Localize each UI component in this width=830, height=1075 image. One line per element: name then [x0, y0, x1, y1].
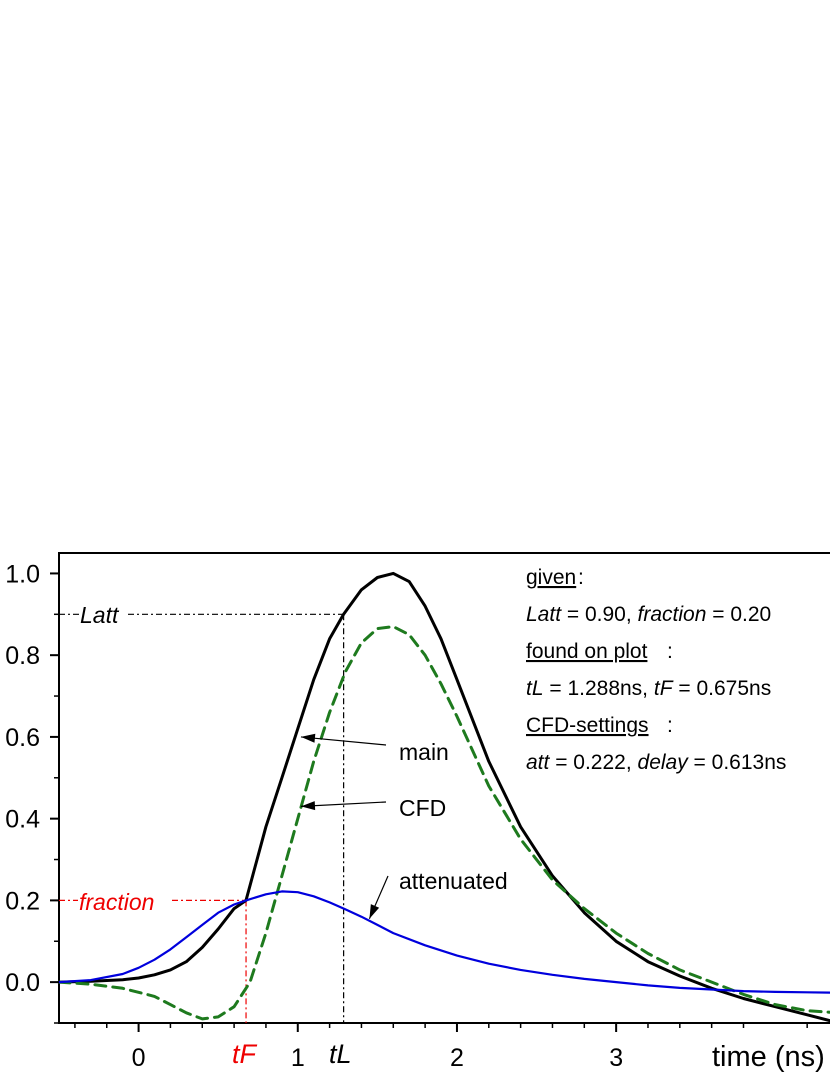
cfd-heading: CFD-settings — [526, 714, 649, 737]
y-tick-label: 0.8 — [5, 642, 40, 670]
found-colon: : — [667, 640, 673, 663]
series-line-attenuated — [57, 890, 830, 994]
curve-annotations: main CFD attenuated — [300, 733, 508, 920]
y-tick-label: 0.0 — [5, 969, 40, 997]
latt-label: Latt — [80, 602, 120, 628]
reference-lines — [59, 613, 345, 1023]
tl-marker-label: tL — [329, 1039, 352, 1069]
series-line-cfd — [57, 625, 830, 1021]
arrow-line — [300, 736, 387, 746]
arrow-head — [300, 801, 316, 811]
given-line: Latt = 0.90, fraction = 0.20 — [526, 603, 771, 626]
x-axis-label: time (ns) — [712, 1041, 825, 1073]
plot-frame — [58, 552, 830, 1024]
arrow-head — [300, 733, 316, 743]
found-line: tL = 1.288ns, tF = 0.675ns — [526, 677, 771, 700]
cfd-line: att = 0.222, delay = 0.613ns — [526, 751, 786, 774]
found-heading: found on plot — [526, 640, 648, 663]
x-tick-label: 1 — [291, 1044, 305, 1072]
y-axis: 0.0 0.2 0.4 0.6 0.8 1.0 — [5, 560, 59, 1024]
y-tick-label: 0.6 — [5, 724, 40, 752]
series-layer — [57, 571, 830, 1023]
given-colon: : — [578, 566, 584, 589]
y-tick-label: 0.4 — [5, 806, 40, 834]
arrow-head — [369, 904, 380, 919]
x-tick-label: 0 — [132, 1044, 146, 1072]
series-line-main — [57, 571, 830, 1023]
cfd-curve-label: CFD — [399, 795, 446, 821]
x-axis: 0 1 2 3 — [74, 1023, 808, 1072]
fraction-label: fraction — [79, 889, 154, 915]
x-tick-label: 2 — [450, 1044, 464, 1072]
attenuated-curve-label: attenuated — [399, 868, 508, 894]
tf-marker-label: tF — [232, 1039, 258, 1069]
arrow-line — [300, 801, 387, 807]
y-tick-label: 0.2 — [5, 887, 40, 915]
main-curve-label: main — [399, 739, 449, 765]
y-tick-label: 1.0 — [5, 560, 40, 588]
cfd-colon: : — [667, 714, 673, 737]
info-box: given : Latt = 0.90, fraction = 0.20 fou… — [526, 566, 786, 774]
x-tick-label: 3 — [609, 1044, 623, 1072]
given-heading: given — [526, 566, 576, 589]
